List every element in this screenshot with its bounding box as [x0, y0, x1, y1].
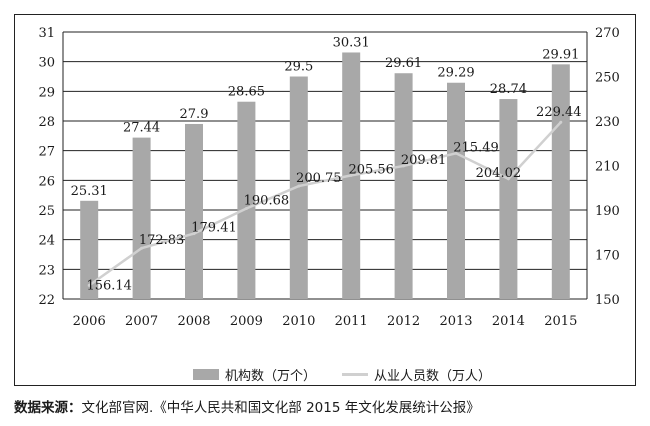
bar-value-label: 25.31 [71, 184, 108, 199]
line-point [559, 120, 563, 124]
bar-value-label: 29.29 [437, 66, 474, 81]
bar-value-label: 29.5 [284, 60, 313, 75]
y-left-tick-label: 28 [38, 115, 55, 130]
line-value-label: 200.75 [296, 171, 342, 186]
line-point [87, 283, 91, 287]
line-point [140, 246, 144, 250]
line-value-label: 215.49 [453, 140, 499, 155]
line-value-label: 179.41 [191, 221, 237, 236]
line-value-label: 190.68 [244, 193, 290, 208]
bar [499, 99, 518, 300]
line-value-label: 229.44 [536, 105, 582, 120]
y-left-tick-label: 30 [38, 56, 55, 71]
line-value-label: 205.56 [348, 162, 394, 177]
bar [394, 73, 413, 299]
line-point [454, 151, 458, 155]
line-value-label: 172.83 [139, 233, 185, 248]
source-note: 数据来源：文化部官网.《中华人民共和国文化部 2015 年文化发展统计公报》 [14, 396, 480, 416]
y-right-tick-label: 150 [595, 293, 620, 308]
y-left-tick-label: 25 [38, 204, 55, 219]
chart-frame: 22 23 24 25 26 27 28 29 30 31 150 170 190 210 230 250 27… [14, 14, 636, 386]
bar [289, 76, 308, 299]
legend-line-swatch [342, 372, 369, 376]
y-left-tick-label: 26 [38, 174, 55, 189]
bar [80, 200, 99, 299]
line-point [244, 206, 248, 210]
y-right-tick-label: 190 [595, 204, 620, 219]
line-point [192, 232, 196, 236]
bar [237, 101, 256, 299]
bar-value-label: 27.44 [123, 121, 160, 136]
x-tick-label: 2009 [230, 314, 263, 329]
line-point [506, 177, 510, 181]
bar [185, 123, 203, 299]
legend-bar-swatch [193, 368, 219, 380]
line-series [88, 121, 562, 287]
y-right-tick-label: 210 [595, 160, 620, 175]
y-right-tick-label: 230 [595, 115, 620, 130]
x-tick-label: 2007 [125, 314, 158, 329]
y-left-tick-label: 23 [38, 263, 55, 278]
y-left-tick-label: 22 [38, 293, 55, 308]
bar-value-label: 28.74 [490, 82, 527, 97]
legend-line-label: 从业人员数（万人） [374, 368, 492, 384]
y-left-tick-label: 27 [38, 145, 55, 160]
bar-value-label: 27.9 [180, 107, 209, 122]
x-tick-label: 2015 [544, 314, 577, 329]
x-tick-label: 2012 [387, 314, 420, 329]
bar-value-label: 29.91 [542, 47, 579, 62]
line-value-label: 204.02 [476, 166, 522, 181]
bar [132, 137, 151, 299]
x-tick-label: 2008 [177, 314, 210, 329]
y-left-tick-label: 31 [38, 26, 55, 41]
source-label: 数据来源： [14, 400, 82, 416]
line-point [297, 184, 301, 188]
x-tick-label: 2011 [335, 314, 368, 329]
x-tick-label: 2006 [73, 314, 106, 329]
bar-value-label: 28.65 [228, 85, 265, 100]
source-text: 文化部官网.《中华人民共和国文化部 2015 年文化发展统计公报》 [81, 400, 480, 416]
legend-bar-label: 机构数（万个） [225, 368, 317, 384]
line-point [402, 164, 406, 168]
chart-plot: 22 23 24 25 26 27 28 29 30 31 150 170 190 210 230 250 27… [38, 26, 620, 329]
y-left-tick-label: 29 [38, 85, 55, 100]
x-tick-label: 2014 [492, 314, 525, 329]
y-right-tick-label: 250 [595, 71, 620, 86]
line-value-label: 209.81 [401, 153, 447, 168]
y-left-tick-label: 24 [38, 234, 55, 249]
line-point [349, 173, 353, 177]
y-right-tick-label: 170 [595, 249, 620, 264]
bar-value-label: 30.31 [333, 35, 370, 50]
legend: 机构数（万个） 从业人员数（万人） [193, 365, 492, 384]
line-value-label: 156.14 [86, 278, 132, 293]
x-tick-label: 2010 [282, 314, 315, 329]
x-tick-label: 2013 [439, 314, 472, 329]
bar [551, 64, 570, 299]
bar-value-label: 29.61 [385, 56, 422, 71]
y-right-tick-label: 270 [595, 26, 620, 41]
bar [447, 82, 465, 299]
